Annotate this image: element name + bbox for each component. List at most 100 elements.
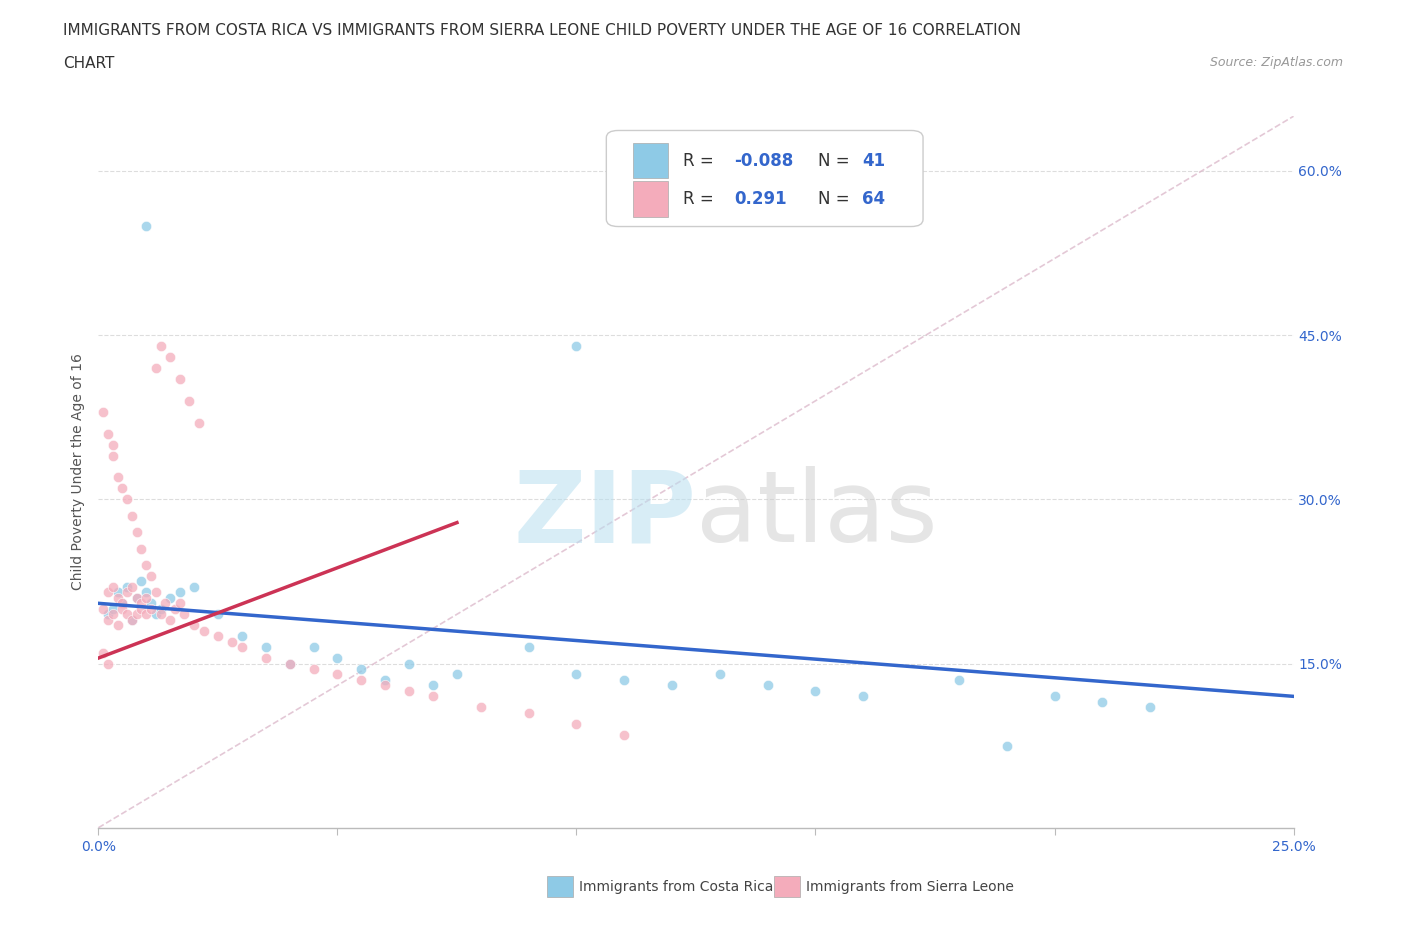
Point: [278, 656, 301, 671]
Point: [169, 596, 191, 611]
Point: [111, 602, 134, 617]
Point: [661, 678, 683, 693]
Point: [278, 656, 301, 671]
Point: [115, 492, 138, 507]
Point: [115, 579, 138, 594]
Point: [470, 700, 492, 715]
Point: [374, 678, 396, 693]
Point: [163, 602, 186, 617]
Point: [517, 705, 540, 720]
Point: [183, 618, 205, 632]
Point: [179, 393, 201, 408]
Point: [159, 612, 181, 627]
Point: [159, 591, 181, 605]
Text: -0.088: -0.088: [734, 152, 793, 169]
Point: [131, 541, 153, 556]
Point: [756, 678, 779, 693]
Point: [221, 634, 243, 649]
Point: [107, 585, 129, 600]
Point: [422, 689, 444, 704]
Point: [517, 640, 540, 655]
Point: [97, 426, 120, 441]
Point: [131, 574, 153, 589]
Text: N =: N =: [818, 152, 855, 169]
Point: [159, 350, 181, 365]
Text: CHART: CHART: [63, 56, 115, 71]
Point: [115, 585, 138, 600]
Point: [91, 405, 114, 419]
Point: [121, 509, 143, 524]
Point: [97, 656, 120, 671]
Point: [107, 591, 129, 605]
Point: [398, 656, 420, 671]
Point: [125, 607, 148, 622]
Point: [804, 684, 827, 698]
Point: [193, 623, 215, 638]
Point: [111, 481, 134, 496]
Point: [709, 667, 731, 682]
FancyBboxPatch shape: [547, 876, 572, 897]
Point: [121, 612, 143, 627]
Point: [115, 607, 138, 622]
Point: [254, 651, 277, 666]
Point: [422, 678, 444, 693]
Point: [101, 602, 124, 617]
Point: [91, 645, 114, 660]
Point: [131, 596, 153, 611]
Point: [1139, 700, 1161, 715]
Point: [131, 602, 153, 617]
Text: 41: 41: [862, 152, 886, 169]
Point: [374, 672, 396, 687]
Point: [139, 602, 162, 617]
Point: [187, 416, 209, 431]
Point: [101, 437, 124, 452]
Point: [207, 607, 229, 622]
Point: [101, 607, 124, 622]
Point: [107, 470, 129, 485]
Point: [613, 727, 636, 742]
Text: Immigrants from Costa Rica: Immigrants from Costa Rica: [579, 880, 773, 894]
Point: [135, 607, 157, 622]
Point: [97, 607, 120, 622]
Point: [326, 651, 349, 666]
Point: [145, 607, 167, 622]
Text: IMMIGRANTS FROM COSTA RICA VS IMMIGRANTS FROM SIERRA LEONE CHILD POVERTY UNDER T: IMMIGRANTS FROM COSTA RICA VS IMMIGRANTS…: [63, 23, 1021, 38]
Point: [1043, 689, 1066, 704]
Y-axis label: Child Poverty Under the Age of 16: Child Poverty Under the Age of 16: [70, 353, 84, 591]
Text: 0.291: 0.291: [734, 190, 787, 208]
Text: R =: R =: [683, 190, 718, 208]
Point: [446, 667, 468, 682]
FancyBboxPatch shape: [773, 876, 800, 897]
FancyBboxPatch shape: [633, 142, 668, 179]
Point: [101, 579, 124, 594]
Point: [254, 640, 277, 655]
Point: [121, 612, 143, 627]
Point: [302, 661, 325, 676]
Point: [350, 672, 373, 687]
Point: [173, 607, 195, 622]
Text: Source: ZipAtlas.com: Source: ZipAtlas.com: [1209, 56, 1343, 69]
Text: 64: 64: [862, 190, 886, 208]
Point: [207, 629, 229, 644]
Point: [149, 339, 172, 353]
Point: [1091, 695, 1114, 710]
Text: N =: N =: [818, 190, 855, 208]
Text: atlas: atlas: [696, 466, 938, 564]
Point: [149, 602, 172, 617]
Point: [183, 579, 205, 594]
Point: [155, 596, 177, 611]
Point: [125, 591, 148, 605]
Point: [565, 339, 588, 353]
Point: [121, 579, 143, 594]
Point: [231, 629, 253, 644]
Point: [149, 607, 172, 622]
Point: [135, 585, 157, 600]
Point: [169, 585, 191, 600]
Point: [111, 596, 134, 611]
Point: [139, 568, 162, 583]
Point: [565, 716, 588, 731]
Point: [135, 591, 157, 605]
Point: [97, 585, 120, 600]
Point: [125, 591, 148, 605]
Point: [302, 640, 325, 655]
